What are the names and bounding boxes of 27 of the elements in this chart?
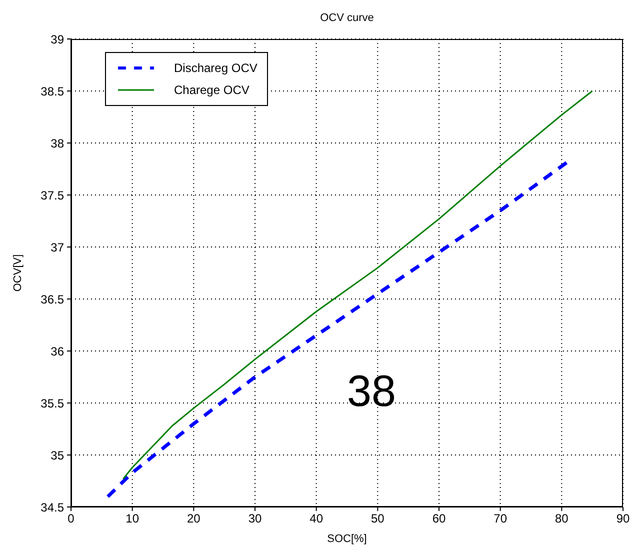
x-axis-title: SOC[%] <box>327 533 367 545</box>
x-tick-label: 70 <box>494 512 508 526</box>
x-tick-label: 0 <box>68 512 75 526</box>
y-tick-label: 34.5 <box>40 500 64 514</box>
x-tick-label: 80 <box>554 512 569 526</box>
y-tick-label: 35 <box>50 448 64 462</box>
y-axis-title: OCV[V] <box>12 254 24 292</box>
x-tick-label: 60 <box>432 512 446 526</box>
y-tick-label: 39 <box>50 32 64 46</box>
chart-title: OCV curve <box>319 12 375 24</box>
line-series <box>106 160 570 498</box>
y-tick-label: 36 <box>50 344 64 358</box>
x-tick-label: 30 <box>248 512 262 526</box>
y-tick-label: 35.5 <box>40 396 64 410</box>
y-tick-label: 38 <box>50 136 64 150</box>
x-tick-label: 50 <box>370 512 385 526</box>
y-tick-label: 38.5 <box>40 84 64 98</box>
y-tick-label: 37.5 <box>40 188 64 202</box>
annotation: 38 <box>347 366 396 417</box>
legend-label: Dischareg OCV <box>174 61 258 75</box>
legend-label: Charege OCV <box>174 83 250 97</box>
y-tick-label: 36.5 <box>40 292 64 306</box>
x-tick-label: 20 <box>186 512 201 526</box>
x-tick-label: 40 <box>310 512 324 526</box>
y-tick-label: 37 <box>50 240 64 254</box>
x-tick-label: 90 <box>616 512 630 526</box>
x-tick-label: 10 <box>126 512 140 526</box>
